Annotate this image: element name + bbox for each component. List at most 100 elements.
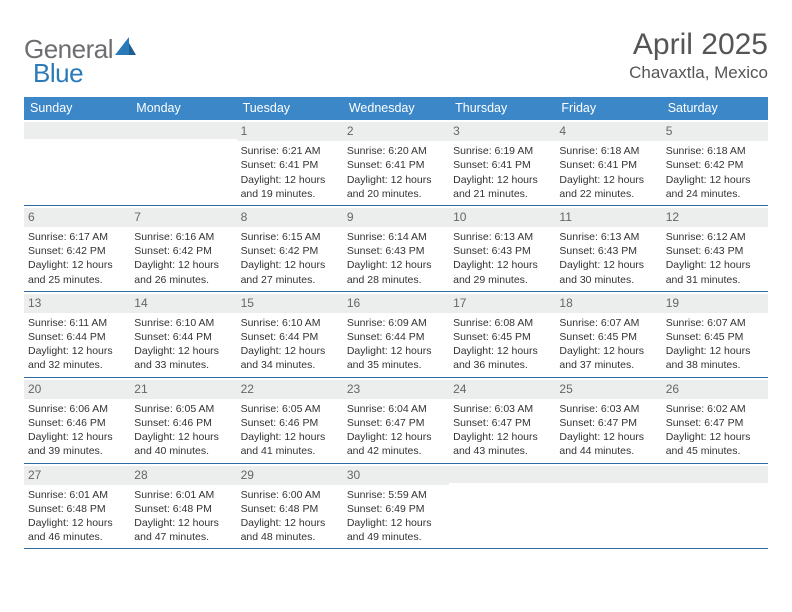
day-detail: Sunrise: 6:05 AM [241, 402, 339, 416]
logo-text-blue: Blue [33, 58, 83, 88]
day-detail: Daylight: 12 hours [134, 516, 232, 530]
day-number: 3 [449, 122, 555, 141]
day-detail: Daylight: 12 hours [134, 344, 232, 358]
day-detail: Daylight: 12 hours [28, 258, 126, 272]
blank-day [662, 466, 768, 483]
day-detail: and 48 minutes. [241, 530, 339, 544]
day-number: 19 [662, 294, 768, 313]
day-detail: and 19 minutes. [241, 187, 339, 201]
day-detail: Daylight: 12 hours [559, 173, 657, 187]
day-detail: Sunset: 6:42 PM [666, 158, 764, 172]
day-detail: Sunset: 6:44 PM [134, 330, 232, 344]
logo-sail-icon [115, 37, 137, 62]
day-detail: and 20 minutes. [347, 187, 445, 201]
day-detail: and 30 minutes. [559, 273, 657, 287]
day-detail: Sunset: 6:41 PM [241, 158, 339, 172]
day-cell: 2Sunrise: 6:20 AMSunset: 6:41 PMDaylight… [343, 120, 449, 205]
day-number: 15 [237, 294, 343, 313]
day-detail: and 43 minutes. [453, 444, 551, 458]
week-row: 13Sunrise: 6:11 AMSunset: 6:44 PMDayligh… [24, 292, 768, 378]
day-number: 20 [24, 380, 130, 399]
day-detail: Sunrise: 6:15 AM [241, 230, 339, 244]
day-cell: 30Sunrise: 5:59 AMSunset: 6:49 PMDayligh… [343, 464, 449, 549]
day-detail: Sunset: 6:43 PM [666, 244, 764, 258]
day-detail: and 44 minutes. [559, 444, 657, 458]
day-cell [130, 120, 236, 205]
day-detail: Sunrise: 6:21 AM [241, 144, 339, 158]
day-cell: 14Sunrise: 6:10 AMSunset: 6:44 PMDayligh… [130, 292, 236, 377]
day-cell: 26Sunrise: 6:02 AMSunset: 6:47 PMDayligh… [662, 378, 768, 463]
day-detail: Sunset: 6:44 PM [241, 330, 339, 344]
day-header: Friday [555, 97, 661, 120]
day-detail: Sunset: 6:43 PM [453, 244, 551, 258]
header: General April 2025 Chavaxtla, Mexico [24, 28, 768, 83]
day-detail: Daylight: 12 hours [453, 430, 551, 444]
day-detail: Daylight: 12 hours [241, 430, 339, 444]
day-detail: Sunrise: 6:09 AM [347, 316, 445, 330]
day-header: Sunday [24, 97, 130, 120]
calendar-page: General April 2025 Chavaxtla, Mexico Blu… [0, 0, 792, 569]
day-cell [449, 464, 555, 549]
day-cell [555, 464, 661, 549]
day-detail: Sunset: 6:48 PM [241, 502, 339, 516]
day-detail: Sunrise: 6:07 AM [559, 316, 657, 330]
day-number: 23 [343, 380, 449, 399]
day-cell: 10Sunrise: 6:13 AMSunset: 6:43 PMDayligh… [449, 206, 555, 291]
day-detail: Daylight: 12 hours [28, 430, 126, 444]
day-detail: Daylight: 12 hours [241, 344, 339, 358]
day-detail: Sunset: 6:45 PM [453, 330, 551, 344]
day-number: 8 [237, 208, 343, 227]
day-detail: Daylight: 12 hours [28, 516, 126, 530]
day-cell: 19Sunrise: 6:07 AMSunset: 6:45 PMDayligh… [662, 292, 768, 377]
blank-day [555, 466, 661, 483]
day-detail: Daylight: 12 hours [453, 344, 551, 358]
day-header: Saturday [662, 97, 768, 120]
day-detail: Daylight: 12 hours [347, 344, 445, 358]
day-detail: and 29 minutes. [453, 273, 551, 287]
day-detail: Sunrise: 6:01 AM [134, 488, 232, 502]
day-number: 30 [343, 466, 449, 485]
week-row: 20Sunrise: 6:06 AMSunset: 6:46 PMDayligh… [24, 378, 768, 464]
day-detail: Daylight: 12 hours [453, 173, 551, 187]
day-detail: Sunset: 6:46 PM [134, 416, 232, 430]
day-detail: and 21 minutes. [453, 187, 551, 201]
day-cell: 21Sunrise: 6:05 AMSunset: 6:46 PMDayligh… [130, 378, 236, 463]
day-number: 18 [555, 294, 661, 313]
day-detail: Daylight: 12 hours [347, 516, 445, 530]
day-detail: Sunset: 6:42 PM [28, 244, 126, 258]
day-detail: Sunset: 6:46 PM [241, 416, 339, 430]
day-detail: and 34 minutes. [241, 358, 339, 372]
day-detail: Sunset: 6:45 PM [559, 330, 657, 344]
day-number: 25 [555, 380, 661, 399]
day-detail: Daylight: 12 hours [134, 430, 232, 444]
day-detail: Sunset: 6:47 PM [666, 416, 764, 430]
day-detail: Daylight: 12 hours [559, 344, 657, 358]
day-header: Thursday [449, 97, 555, 120]
location-label: Chavaxtla, Mexico [629, 63, 768, 83]
day-detail: Sunrise: 6:07 AM [666, 316, 764, 330]
day-detail: and 40 minutes. [134, 444, 232, 458]
day-cell: 22Sunrise: 6:05 AMSunset: 6:46 PMDayligh… [237, 378, 343, 463]
day-cell: 27Sunrise: 6:01 AMSunset: 6:48 PMDayligh… [24, 464, 130, 549]
day-detail: and 39 minutes. [28, 444, 126, 458]
month-title: April 2025 [629, 28, 768, 61]
day-detail: and 31 minutes. [666, 273, 764, 287]
day-cell: 7Sunrise: 6:16 AMSunset: 6:42 PMDaylight… [130, 206, 236, 291]
day-detail: and 28 minutes. [347, 273, 445, 287]
day-detail: Sunset: 6:41 PM [559, 158, 657, 172]
day-detail: Sunrise: 6:00 AM [241, 488, 339, 502]
day-detail: Sunrise: 5:59 AM [347, 488, 445, 502]
day-cell: 3Sunrise: 6:19 AMSunset: 6:41 PMDaylight… [449, 120, 555, 205]
day-detail: Sunrise: 6:03 AM [453, 402, 551, 416]
day-detail: Sunset: 6:48 PM [134, 502, 232, 516]
day-detail: Sunrise: 6:06 AM [28, 402, 126, 416]
day-cell: 5Sunrise: 6:18 AMSunset: 6:42 PMDaylight… [662, 120, 768, 205]
day-number: 4 [555, 122, 661, 141]
day-detail: Sunrise: 6:18 AM [666, 144, 764, 158]
day-detail: Sunset: 6:47 PM [347, 416, 445, 430]
day-detail: Sunset: 6:47 PM [559, 416, 657, 430]
day-detail: and 38 minutes. [666, 358, 764, 372]
week-row: 1Sunrise: 6:21 AMSunset: 6:41 PMDaylight… [24, 120, 768, 206]
day-cell [662, 464, 768, 549]
day-detail: Sunrise: 6:10 AM [241, 316, 339, 330]
